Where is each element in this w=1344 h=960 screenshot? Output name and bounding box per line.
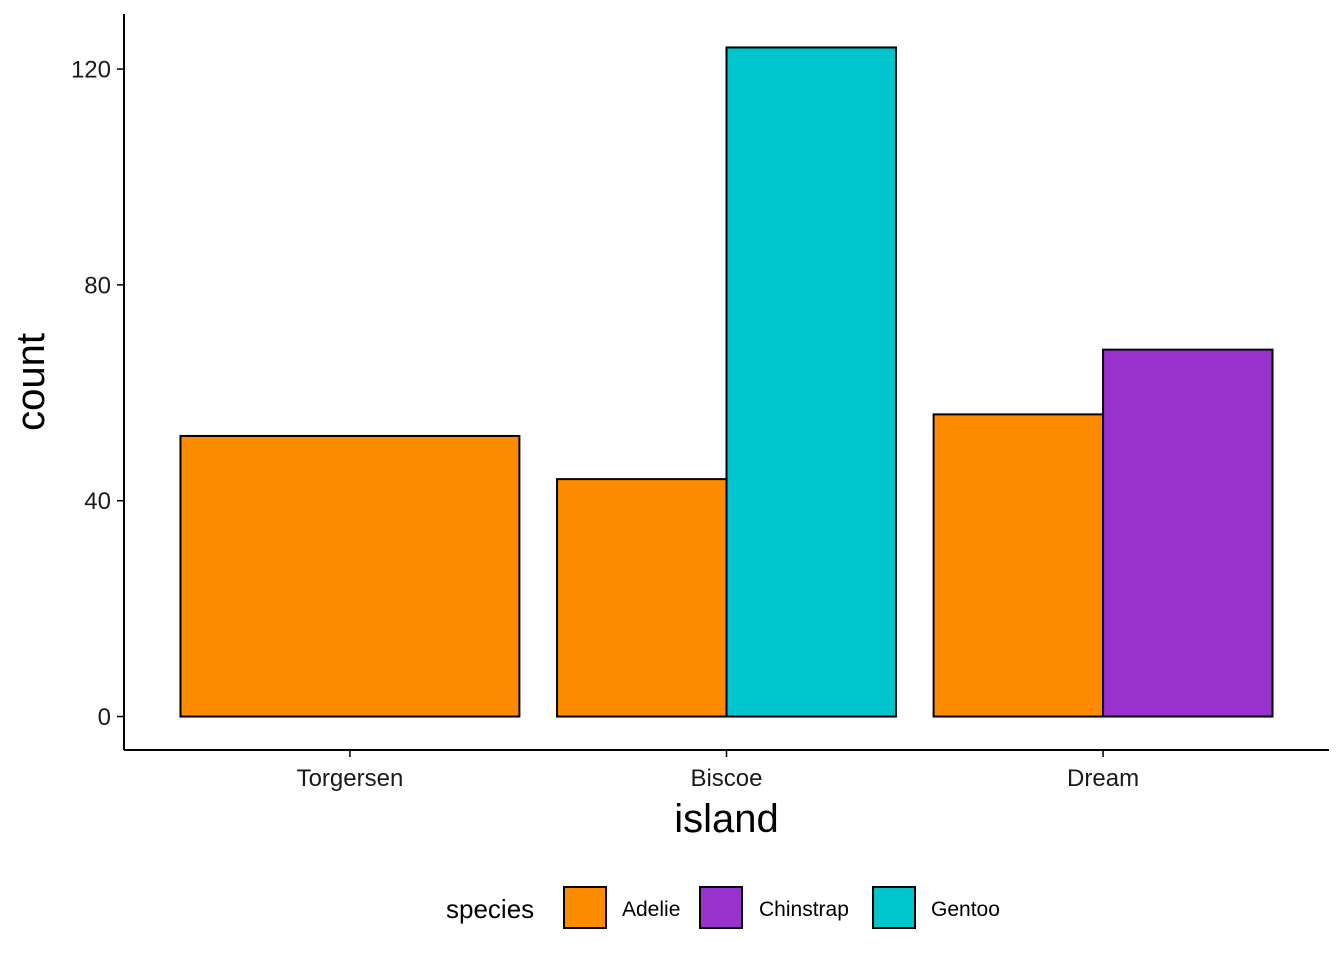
bar-biscoe-adelie bbox=[556, 478, 728, 718]
bar-torgersen-adelie bbox=[179, 434, 521, 718]
x-tick-label: Torgersen bbox=[297, 765, 404, 792]
legend-label-gentoo: Gentoo bbox=[931, 898, 1000, 921]
y-tick-label: 120 bbox=[71, 57, 111, 84]
x-ticks: Torgersen Biscoe Dream bbox=[297, 750, 1139, 792]
y-tick-label: 80 bbox=[84, 272, 111, 299]
x-axis-title: island bbox=[674, 797, 779, 841]
legend-label-adelie: Adelie bbox=[622, 898, 680, 921]
legend-items: Adelie Chinstrap Gentoo bbox=[563, 886, 1000, 929]
x-tick-label: Dream bbox=[1067, 765, 1139, 792]
y-ticks: 0 40 80 120 bbox=[71, 57, 124, 731]
legend-key-chinstrap bbox=[699, 886, 743, 929]
bar-dream-adelie bbox=[932, 413, 1105, 718]
bar-dream-chinstrap bbox=[1102, 348, 1274, 718]
legend-key-gentoo bbox=[872, 886, 916, 929]
y-tick-label: 40 bbox=[84, 488, 111, 515]
legend: species Adelie Chinstrap Gentoo bbox=[446, 886, 1000, 929]
legend-key-adelie bbox=[563, 886, 607, 929]
y-tick-label: 0 bbox=[98, 704, 111, 731]
legend-title: species bbox=[446, 894, 534, 924]
y-axis-title: count bbox=[9, 333, 53, 431]
x-tick-label: Biscoe bbox=[690, 765, 762, 792]
bar-biscoe-gentoo bbox=[725, 46, 897, 718]
bars-layer bbox=[179, 46, 1274, 718]
legend-label-chinstrap: Chinstrap bbox=[759, 898, 849, 921]
